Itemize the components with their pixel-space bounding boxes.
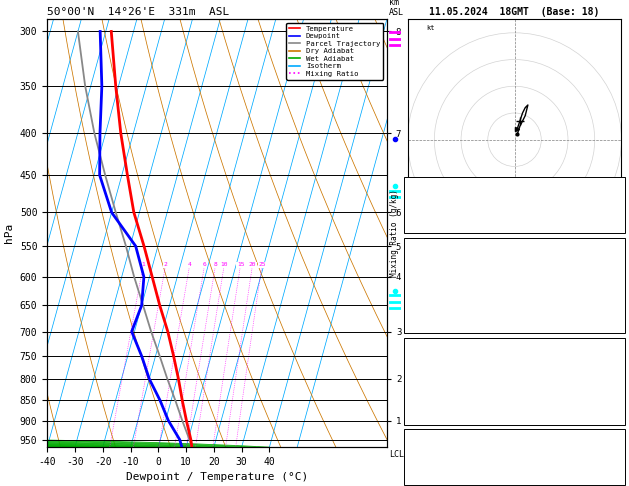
Text: CAPE (J): CAPE (J) (408, 399, 450, 407)
Text: θₑ(K): θₑ(K) (408, 281, 435, 290)
Text: Totals Totals: Totals Totals (408, 202, 477, 211)
Text: StmSpd (kt): StmSpd (kt) (408, 475, 467, 484)
Text: EH: EH (408, 443, 418, 451)
Legend: Temperature, Dewpoint, Parcel Trajectory, Dry Adiabat, Wet Adiabat, Isotherm, Mi: Temperature, Dewpoint, Parcel Trajectory… (286, 23, 383, 80)
Text: 15: 15 (237, 262, 244, 267)
Text: Most Unstable: Most Unstable (479, 339, 550, 348)
Text: CIN (J): CIN (J) (408, 322, 445, 330)
Text: 19: 19 (611, 184, 621, 193)
Text: 308: 308 (605, 369, 621, 378)
Text: © weatheronline.co.uk: © weatheronline.co.uk (466, 475, 563, 485)
Text: 12.6: 12.6 (600, 254, 621, 262)
Text: 8: 8 (214, 262, 218, 267)
Text: CIN (J): CIN (J) (408, 413, 445, 422)
Text: 9.2: 9.2 (605, 267, 621, 276)
Text: 11.05.2024  18GMT  (Base: 18): 11.05.2024 18GMT (Base: 18) (430, 7, 599, 17)
Text: 1.74: 1.74 (600, 220, 621, 229)
Text: CAPE (J): CAPE (J) (408, 308, 450, 317)
Text: 7: 7 (616, 295, 621, 303)
Text: PW (cm): PW (cm) (408, 220, 445, 229)
Text: 50°00'N  14°26'E  331m  ASL: 50°00'N 14°26'E 331m ASL (47, 7, 230, 17)
Text: 0: 0 (616, 413, 621, 422)
Text: 308: 308 (605, 281, 621, 290)
Text: 4: 4 (188, 262, 192, 267)
Text: K: K (408, 184, 413, 193)
X-axis label: Dewpoint / Temperature (°C): Dewpoint / Temperature (°C) (126, 472, 308, 483)
Text: 25: 25 (259, 262, 265, 267)
Text: 51: 51 (611, 308, 621, 317)
Text: 41: 41 (611, 202, 621, 211)
Text: SREH: SREH (408, 453, 429, 462)
Text: 6: 6 (203, 262, 206, 267)
Text: 20: 20 (248, 262, 256, 267)
Text: StmDir: StmDir (408, 464, 440, 473)
Text: kt: kt (426, 25, 435, 31)
Text: 980: 980 (605, 354, 621, 363)
Text: Dewp (°C): Dewp (°C) (408, 267, 456, 276)
Text: Temp (°C): Temp (°C) (408, 254, 456, 262)
Text: 2: 2 (164, 262, 167, 267)
Text: km
ASL: km ASL (389, 0, 404, 17)
Text: LCL: LCL (389, 450, 404, 459)
Y-axis label: hPa: hPa (4, 223, 14, 243)
Text: 51: 51 (611, 399, 621, 407)
Text: 20: 20 (611, 475, 621, 484)
Text: 24°: 24° (605, 464, 621, 473)
Text: 10: 10 (221, 262, 228, 267)
Text: Pressure (mb): Pressure (mb) (408, 354, 477, 363)
Text: 1: 1 (142, 262, 145, 267)
Text: Hodograph: Hodograph (491, 430, 538, 439)
Text: 0: 0 (616, 322, 621, 330)
Text: 81: 81 (611, 453, 621, 462)
Text: Surface: Surface (496, 240, 533, 249)
Text: Lifted Index: Lifted Index (408, 295, 472, 303)
Text: 74: 74 (611, 443, 621, 451)
Text: θₑ (K): θₑ (K) (408, 369, 440, 378)
Text: Lifted Index: Lifted Index (408, 383, 472, 393)
Text: 7: 7 (616, 383, 621, 393)
Text: Mixing Ratio (g/kg): Mixing Ratio (g/kg) (390, 190, 399, 277)
